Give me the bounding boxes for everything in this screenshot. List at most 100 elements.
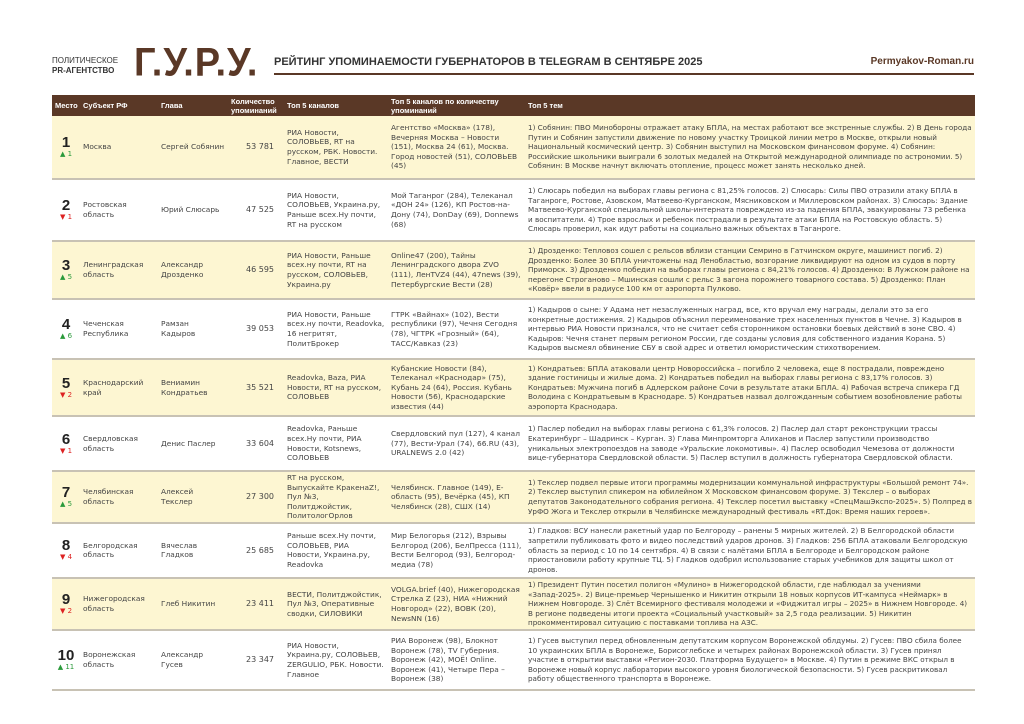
table-header-row: Место Субъект РФ Глава Количество упоминани… (52, 95, 975, 116)
page-title: РЕЙТИНГ УПОМИНАЕМОСТИ ГУБЕРНАТОРОВ В TEL… (274, 56, 703, 68)
count-cell: 46 595 (228, 241, 284, 300)
channels-cell: Раньше всех.Ну почти, СОЛОВЬЕВ, РИА Ново… (284, 522, 388, 579)
place-number: 1 (61, 134, 71, 151)
column-header-top-themes: Топ 5 тем (525, 95, 975, 116)
logo: Г.У.Р.У. (134, 40, 259, 86)
count-cell: 39 053 (228, 299, 284, 360)
place-number: 8 (61, 537, 71, 555)
channels-cell: Readovka, Раньше всех.Ну почти, РИА Ново… (284, 416, 388, 472)
channels-by-count-cell: Мир Белогорья (212), Взрывы Белгород (20… (388, 522, 525, 579)
channels-by-count-cell: Online47 (200), Тайны Ленинградского дво… (388, 241, 525, 300)
head-cell: Рамзан Кадыров (158, 299, 228, 360)
count-cell: 47 525 (228, 179, 284, 242)
page-header: ПОЛИТИЧЕСКОЕ PR-АГЕНТСТВО Г.У.Р.У. РЕЙТИН… (52, 41, 974, 86)
head-cell: Алексей Текслер (158, 471, 228, 524)
place-cell: 8 ▼ 4 (52, 522, 80, 579)
themes-cell: 1) Кондратьев: БПЛА атаковали центр Ново… (525, 359, 975, 417)
region-cell: Москва (80, 116, 158, 180)
themes-cell: 1) Дрозденко: Тепловоз сошел с рельсов в… (525, 241, 975, 300)
channels-by-count-cell: ГТРК «Вайнах» (102), Вести республики (9… (388, 299, 525, 360)
themes-cell: 1) Кадыров о сыне: У Адама нет незаслуже… (525, 299, 975, 360)
place-cell: 5 ▼ 2 (52, 359, 80, 417)
region-cell: Белгородская область (80, 522, 158, 579)
agency-label: ПОЛИТИЧЕСКОЕ PR-АГЕНТСТВО (52, 56, 118, 76)
arrow-up-icon: ▲ 1 (59, 150, 73, 158)
channels-by-count-cell: VOLGA.brief (40), Нижегородская Стрелка … (388, 577, 525, 631)
channels-cell: РИА Новости, Раньше всех.ну почти, Reado… (284, 299, 388, 360)
region-cell: Краснодарский край (80, 359, 158, 417)
region-cell: Свердловская область (80, 416, 158, 472)
place-cell: 10 ▲ 11 (52, 629, 80, 691)
head-cell: Глеб Никитин (158, 577, 228, 631)
channels-by-count-cell: Агентство «Москва» (178), Вечерняя Москв… (388, 116, 525, 180)
head-cell: Вениамин Кондратьев (158, 359, 228, 417)
channels-by-count-cell: Кубанские Новости (84), Телеканал «Красн… (388, 359, 525, 417)
table-row: 7 ▲ 5 Челябинская область Алексей Текслер… (52, 471, 975, 524)
region-cell: Челябинская область (80, 471, 158, 524)
place-cell: 3 ▲ 5 (52, 241, 80, 300)
region-cell: Ростовская область (80, 179, 158, 242)
channels-cell: РИА Новости, Раньше всех.ну почти, RT на… (284, 241, 388, 300)
place-cell: 4 ▲ 6 (52, 299, 80, 360)
arrow-up-icon: ▲ 6 (59, 332, 73, 340)
column-header-region: Субъект РФ (80, 95, 158, 116)
table-row: 8 ▼ 4 Белгородская область Вячеслав Гладк… (52, 522, 975, 579)
place-cell: 1 ▲ 1 (52, 116, 80, 180)
region-cell: Чеченская Республика (80, 299, 158, 360)
themes-cell: 1) Слюсарь победил на выборах главы реги… (525, 179, 975, 242)
title-underline (274, 73, 974, 75)
column-header-head: Глава (158, 95, 228, 116)
arrow-up-icon: ▲ 5 (59, 499, 73, 508)
table-row: 6 ▼ 1 Свердловская область Денис Паслер 3… (52, 416, 975, 472)
table-row: 4 ▲ 6 Чеченская Республика Рамзан Кадыров… (52, 299, 975, 360)
channels-by-count-cell: Челябинск. Главное (149), Е-область (95)… (388, 471, 525, 524)
table-row: 9 ▼ 2 Нижегородская область Глеб Никитин … (52, 577, 975, 631)
themes-cell: 1) Паслер победил на выборах главы регио… (525, 416, 975, 472)
channels-cell: RT на русском, Выпускайте КракенаZ!, Пул… (284, 471, 388, 524)
count-cell: 23 347 (228, 629, 284, 691)
region-cell: Воронежская область (80, 629, 158, 691)
head-cell: Юрий Слюсарь (158, 179, 228, 242)
head-cell: Александр Дрозденко (158, 241, 228, 300)
arrow-down-icon: ▼ 4 (59, 553, 73, 562)
table-row: 10 ▲ 11 Воронежская область Александр Гус… (52, 629, 975, 691)
count-cell: 35 521 (228, 359, 284, 417)
agency-line-1: ПОЛИТИЧЕСКОЕ (52, 56, 119, 65)
place-number: 5 (61, 374, 71, 392)
channels-by-count-cell: Свердловский пул (127), 4 канал (77), Ве… (388, 416, 525, 472)
head-cell: Александр Гусев (158, 629, 228, 691)
channels-by-count-cell: РИА Воронеж (98), Блокнот Воронеж (78), … (388, 629, 525, 691)
place-number: 2 (61, 197, 71, 214)
count-cell: 23 411 (228, 577, 284, 631)
place-number: 10 (57, 646, 75, 664)
place-cell: 9 ▼ 2 (52, 577, 80, 631)
column-header-count: Количество упоминаний (228, 95, 284, 116)
channels-cell: ВЕСТИ, Политджойстик, Пул №3, Оперативны… (284, 577, 388, 631)
count-cell: 25 685 (228, 522, 284, 579)
column-header-place: Место (52, 95, 80, 116)
place-number: 7 (61, 483, 71, 501)
place-cell: 7 ▲ 5 (52, 471, 80, 524)
region-cell: Нижегородская область (80, 577, 158, 631)
count-cell: 53 781 (228, 116, 284, 180)
ranking-table: Место Субъект РФ Глава Количество упоминани… (52, 95, 975, 691)
table-row: 3 ▲ 5 Ленинградская область Александр Дро… (52, 241, 975, 300)
table-row: 2 ▼ 1 Ростовская область Юрий Слюсарь 47 … (52, 179, 975, 242)
arrow-up-icon: ▲ 11 (57, 662, 75, 671)
themes-cell: 1) Собянин: ПВО Минобороны отражает атак… (525, 116, 975, 180)
place-cell: 2 ▼ 1 (52, 179, 80, 242)
table-row: 1 ▲ 1 Москва Сергей Собянин 53 781 РИА Но… (52, 116, 975, 180)
place-cell: 6 ▼ 1 (52, 416, 80, 472)
channels-cell: РИА Новости, Украина.ру, СОЛОВЬЕВ, ZERGU… (284, 629, 388, 691)
site-link[interactable]: Permyakov-Roman.ru (870, 56, 974, 67)
arrow-down-icon: ▼ 1 (59, 446, 73, 455)
column-header-top-channels: Топ 5 каналов (284, 95, 388, 116)
arrow-down-icon: ▼ 2 (59, 390, 73, 399)
head-cell: Сергей Собянин (158, 116, 228, 180)
place-number: 3 (61, 257, 71, 274)
head-cell: Вячеслав Гладков (158, 522, 228, 579)
channels-cell: РИА Новости, СОЛОВЬЕВ, RT на русском, РБ… (284, 116, 388, 180)
arrow-down-icon: ▼ 2 (59, 606, 73, 615)
channels-cell: РИА Новости, СОЛОВЬЕВ, Украина.ру, Раньш… (284, 179, 388, 242)
themes-cell: 1) Текслер подвел первые итоги программы… (525, 471, 975, 524)
